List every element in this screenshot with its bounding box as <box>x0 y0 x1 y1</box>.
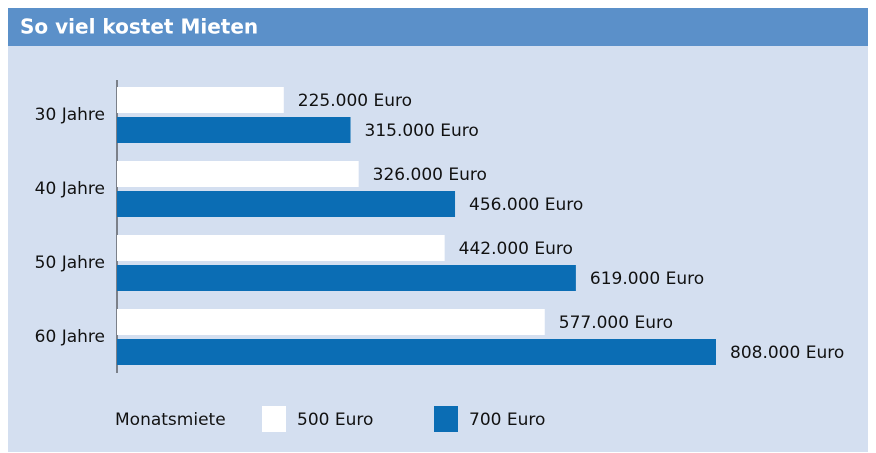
title-bar <box>8 8 868 46</box>
value-label: 315.000 Euro <box>365 121 479 141</box>
bar <box>117 309 545 335</box>
value-label: 619.000 Euro <box>590 269 704 289</box>
legend-title: Monatsmiete <box>115 410 226 430</box>
legend-swatch <box>262 406 286 432</box>
category-label: 60 Jahre <box>35 327 105 347</box>
bar <box>117 191 456 217</box>
value-label: 326.000 Euro <box>373 165 487 185</box>
value-label: 577.000 Euro <box>559 313 673 333</box>
bar <box>117 87 284 113</box>
legend-swatch <box>434 406 458 432</box>
value-label: 456.000 Euro <box>469 195 583 215</box>
bar <box>117 117 351 143</box>
value-label: 225.000 Euro <box>298 91 412 111</box>
bar <box>117 161 359 187</box>
category-label: 30 Jahre <box>35 105 105 125</box>
value-label: 808.000 Euro <box>730 343 844 363</box>
bar <box>117 265 576 291</box>
value-label: 442.000 Euro <box>459 239 573 259</box>
panel <box>8 8 868 452</box>
bar <box>117 235 445 261</box>
category-label: 40 Jahre <box>35 179 105 199</box>
category-label: 50 Jahre <box>35 253 105 273</box>
legend-label: 500 Euro <box>297 410 373 430</box>
chart-title: So viel kostet Mieten <box>20 15 258 39</box>
legend-label: 700 Euro <box>469 410 545 430</box>
bar <box>117 339 716 365</box>
